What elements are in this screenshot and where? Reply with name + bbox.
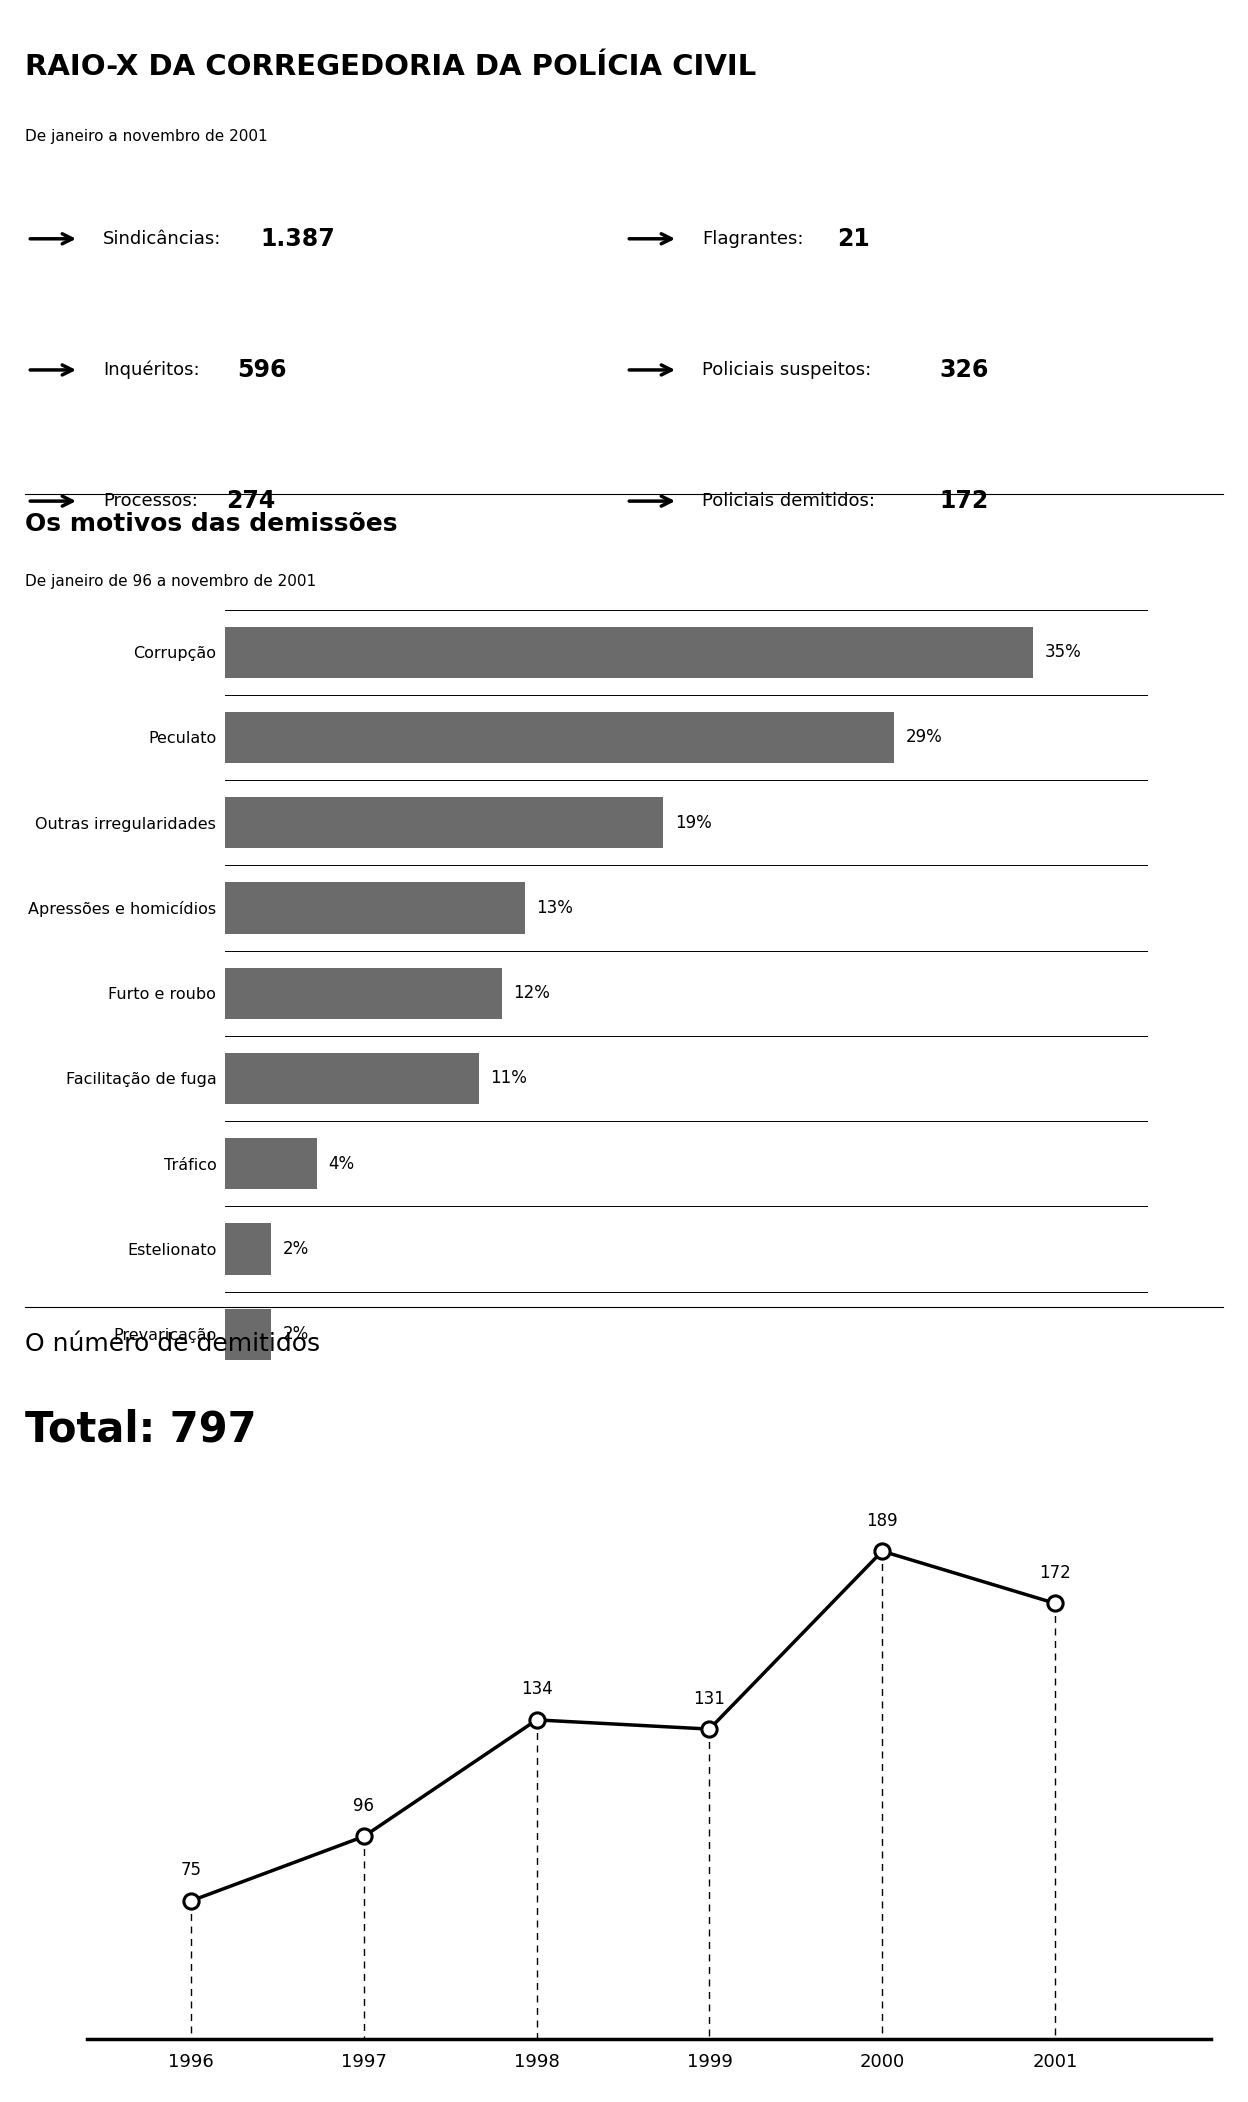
Bar — [225, 626, 1032, 677]
Text: 189: 189 — [866, 1511, 899, 1530]
Text: Policiais suspeitos:: Policiais suspeitos: — [701, 362, 871, 378]
Text: 21: 21 — [836, 227, 870, 250]
Bar — [225, 1053, 478, 1104]
Text: 96: 96 — [353, 1797, 374, 1814]
Text: 4%: 4% — [328, 1154, 354, 1173]
Text: 2%: 2% — [282, 1324, 308, 1343]
Text: Os motivos das demissões: Os motivos das demissões — [25, 513, 397, 536]
Text: 19%: 19% — [675, 813, 711, 832]
Text: 29%: 29% — [906, 729, 942, 746]
Text: Flagrantes:: Flagrantes: — [701, 229, 804, 248]
Text: De janeiro a novembro de 2001: De janeiro a novembro de 2001 — [25, 130, 267, 145]
Text: 326: 326 — [938, 357, 988, 383]
Point — [872, 1534, 892, 1568]
Bar — [225, 713, 894, 763]
Bar — [225, 1223, 271, 1274]
Text: 35%: 35% — [1045, 643, 1081, 662]
Text: 596: 596 — [237, 357, 287, 383]
Point — [181, 1883, 201, 1917]
Point — [699, 1713, 719, 1747]
Text: O número de demitidos: O número de demitidos — [25, 1333, 319, 1356]
Point — [527, 1703, 547, 1736]
Text: 12%: 12% — [513, 984, 550, 1003]
Text: 13%: 13% — [537, 900, 573, 916]
Text: 172: 172 — [938, 490, 988, 513]
Text: Inquéritos:: Inquéritos: — [102, 362, 200, 378]
Point — [354, 1820, 374, 1854]
Text: RAIO-X DA CORREGEDORIA DA POLÍCIA CIVIL: RAIO-X DA CORREGEDORIA DA POLÍCIA CIVIL — [25, 53, 756, 82]
Bar — [225, 883, 524, 933]
Text: 75: 75 — [181, 1862, 201, 1879]
Text: 131: 131 — [694, 1690, 725, 1707]
Text: 172: 172 — [1040, 1564, 1071, 1583]
Text: Policiais demitidos:: Policiais demitidos: — [701, 492, 875, 511]
Point — [1045, 1587, 1065, 1621]
Text: Processos:: Processos: — [102, 492, 197, 511]
Text: 1.387: 1.387 — [261, 227, 336, 250]
Text: 11%: 11% — [490, 1070, 527, 1087]
Text: De janeiro de 96 a novembro de 2001: De janeiro de 96 a novembro de 2001 — [25, 574, 316, 589]
Text: Total: 797: Total: 797 — [25, 1408, 257, 1450]
Bar — [225, 967, 502, 1019]
Bar — [225, 1310, 271, 1360]
Text: Sindicâncias:: Sindicâncias: — [102, 229, 221, 248]
Bar — [225, 1137, 317, 1190]
Text: 2%: 2% — [282, 1240, 308, 1257]
Text: 274: 274 — [226, 490, 276, 513]
Text: 134: 134 — [520, 1679, 553, 1698]
Bar — [225, 797, 663, 849]
